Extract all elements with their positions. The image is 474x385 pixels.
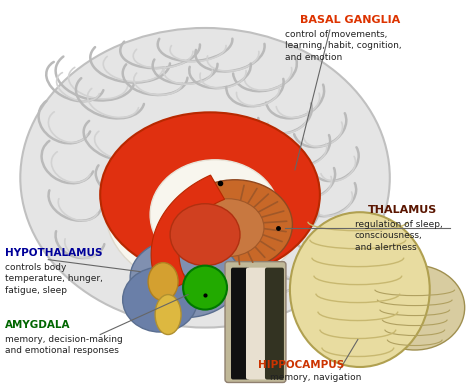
Text: control of movements,
learning, habit, cognition,
and emotion: control of movements, learning, habit, c… (285, 30, 401, 62)
Ellipse shape (365, 265, 465, 350)
Ellipse shape (150, 160, 280, 270)
Text: regulation of sleep,
consciousness,
and alertness: regulation of sleep, consciousness, and … (355, 220, 443, 251)
FancyBboxPatch shape (225, 262, 286, 382)
FancyBboxPatch shape (246, 268, 268, 380)
FancyBboxPatch shape (265, 268, 284, 380)
Ellipse shape (100, 112, 320, 277)
Text: memory, decision-making
and emotional responses: memory, decision-making and emotional re… (5, 335, 123, 355)
Text: AMYGDALA: AMYGDALA (5, 320, 71, 330)
Circle shape (183, 266, 227, 310)
Polygon shape (151, 175, 225, 293)
Ellipse shape (148, 263, 178, 301)
FancyBboxPatch shape (231, 268, 250, 380)
Text: HYPOTHALAMUS: HYPOTHALAMUS (5, 248, 103, 258)
Ellipse shape (123, 267, 198, 332)
Text: THALAMUS: THALAMUS (368, 205, 437, 215)
Ellipse shape (290, 212, 430, 367)
Text: BASAL GANGLIA: BASAL GANGLIA (300, 15, 400, 25)
Ellipse shape (170, 204, 240, 266)
Ellipse shape (130, 238, 240, 318)
Text: memory, navigation: memory, navigation (270, 373, 361, 382)
Text: HIPPOCAMPUS: HIPPOCAMPUS (258, 360, 344, 370)
Ellipse shape (105, 130, 305, 290)
Ellipse shape (20, 28, 390, 328)
Text: controls body
temperature, hunger,
fatigue, sleep: controls body temperature, hunger, fatig… (5, 263, 103, 295)
Ellipse shape (178, 180, 292, 270)
Ellipse shape (192, 199, 264, 257)
Ellipse shape (155, 295, 181, 335)
